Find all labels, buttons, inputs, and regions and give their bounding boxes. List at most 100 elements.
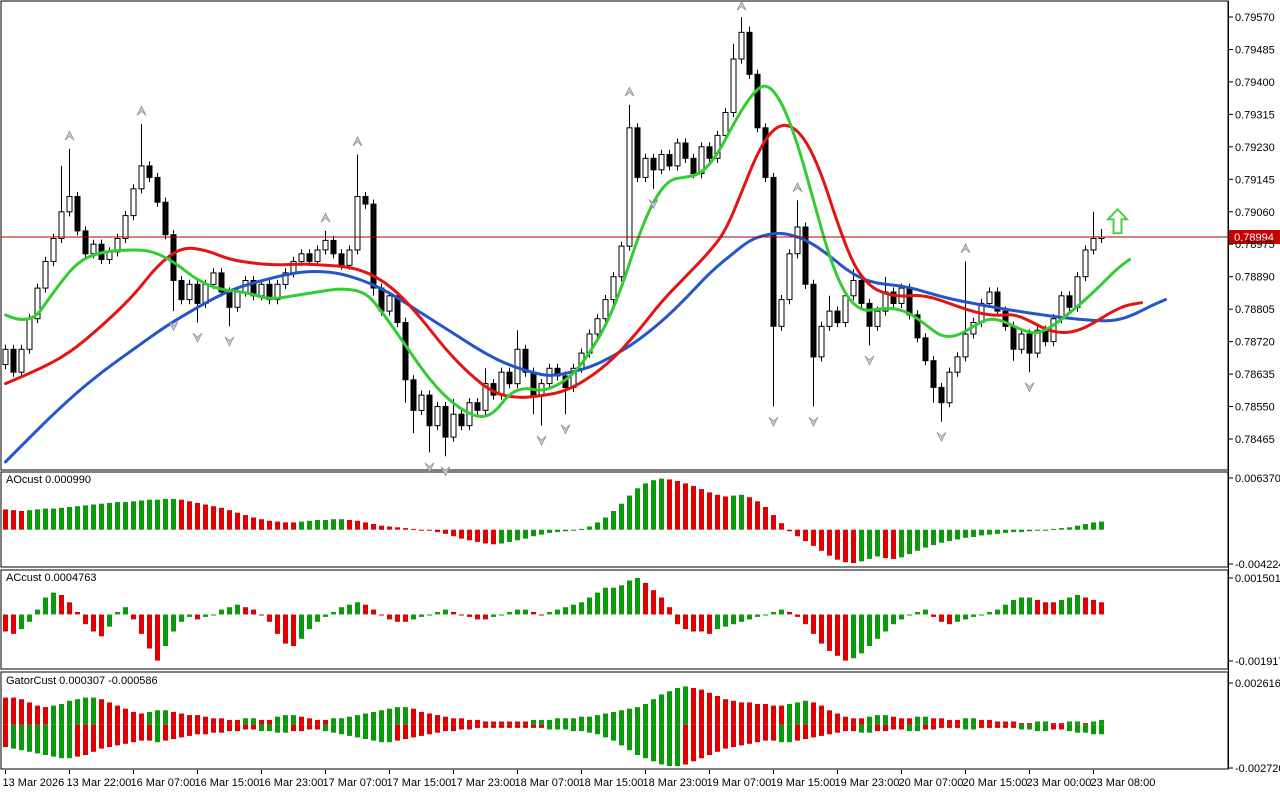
- histogram-bar: [371, 711, 376, 725]
- histogram-bar: [627, 495, 632, 530]
- histogram-bar: [99, 699, 104, 725]
- candle-bear: [810, 283, 817, 358]
- histogram-bar: [755, 614, 760, 617]
- histogram-bar: [1067, 721, 1072, 725]
- candle-bull: [610, 276, 617, 301]
- histogram-bar: [1051, 724, 1056, 730]
- indicator-label-ac: ACcust 0.0004763: [6, 572, 97, 584]
- histogram-bar: [107, 502, 112, 530]
- histogram-bar: [179, 499, 184, 530]
- histogram-bar: [659, 597, 664, 615]
- histogram-bar: [691, 724, 696, 762]
- histogram-bar: [235, 719, 240, 725]
- histogram-bar: [667, 724, 672, 767]
- histogram-bar: [27, 510, 32, 530]
- histogram-bar: [227, 510, 232, 530]
- histogram-bar: [155, 499, 160, 530]
- histogram-bar: [371, 524, 376, 530]
- histogram-bar: [923, 724, 928, 730]
- histogram-bar: [771, 515, 776, 530]
- candle-bull: [18, 348, 25, 373]
- histogram-bar: [651, 699, 656, 725]
- indicator-axis-label: -0.0019174: [1235, 656, 1280, 668]
- histogram-bar: [611, 587, 616, 615]
- histogram-bar: [267, 724, 272, 732]
- histogram-bar: [971, 529, 976, 537]
- indicator-label-gator: GatorCust 0.000307 -0.000586: [6, 675, 158, 687]
- histogram-bar: [275, 724, 280, 733]
- histogram-bar: [1091, 721, 1096, 725]
- candle-bull: [418, 394, 425, 411]
- histogram-bar: [707, 692, 712, 725]
- time-axis-label: 19 Mar 15:00: [771, 777, 836, 789]
- histogram-bar: [187, 724, 192, 736]
- candle-bear: [1026, 333, 1033, 354]
- candle-bull: [58, 211, 65, 240]
- candle-bear: [1066, 295, 1073, 308]
- histogram-bar: [963, 529, 968, 538]
- histogram-bar: [163, 724, 168, 741]
- histogram-bar: [339, 724, 344, 735]
- histogram-bar: [403, 528, 408, 530]
- histogram-bar: [931, 724, 936, 730]
- histogram-bar: [19, 699, 24, 725]
- histogram-bar: [587, 716, 592, 725]
- histogram-bar: [1003, 529, 1008, 533]
- histogram-bar: [291, 614, 296, 647]
- histogram-bar: [659, 478, 664, 530]
- histogram-bar: [1035, 599, 1040, 615]
- histogram-bar: [1027, 724, 1032, 730]
- candle-bull: [1082, 249, 1089, 278]
- histogram-bar: [451, 529, 456, 537]
- time-axis-label: 13 Mar 2026: [3, 777, 65, 789]
- histogram-bar: [1051, 602, 1056, 615]
- candle-bear: [218, 272, 225, 293]
- histogram-bar: [579, 528, 584, 530]
- histogram-bar: [371, 609, 376, 615]
- candle-bull: [1090, 238, 1097, 251]
- candle-bear: [474, 402, 481, 411]
- histogram-bar: [243, 515, 248, 530]
- histogram-bar: [747, 724, 752, 744]
- histogram-bar: [75, 612, 80, 615]
- histogram-bar: [699, 489, 704, 530]
- histogram-bar: [931, 614, 936, 617]
- histogram-bar: [611, 724, 616, 741]
- candle-bull: [210, 272, 217, 285]
- histogram-bar: [395, 707, 400, 725]
- histogram-bar: [763, 614, 768, 616]
- histogram-bar: [939, 614, 944, 622]
- histogram-bar: [787, 724, 792, 743]
- histogram-bar: [427, 614, 432, 616]
- histogram-bar: [747, 614, 752, 620]
- candle-bear: [370, 203, 377, 289]
- candle-bull: [234, 291, 241, 308]
- histogram-bar: [1099, 521, 1104, 530]
- histogram-bar: [635, 578, 640, 615]
- histogram-bar: [779, 705, 784, 725]
- histogram-bar: [955, 724, 960, 728]
- histogram-bar: [387, 724, 392, 743]
- histogram-bar: [779, 609, 784, 615]
- histogram-bar: [963, 614, 968, 620]
- histogram-bar: [555, 718, 560, 725]
- candle-bear: [74, 196, 81, 232]
- histogram-bar: [915, 529, 920, 551]
- fractal-down-icon: [808, 416, 819, 427]
- histogram-bar: [251, 609, 256, 615]
- histogram-bar: [267, 520, 272, 530]
- fractal-down-icon: [192, 332, 203, 343]
- histogram-bar: [627, 724, 632, 751]
- histogram-bar: [795, 724, 800, 741]
- histogram-bar: [579, 602, 584, 615]
- histogram-bar: [1011, 724, 1016, 728]
- candle-bull: [322, 239, 329, 251]
- candle-bear: [914, 314, 921, 339]
- histogram-bar: [147, 499, 152, 530]
- histogram-bar: [947, 724, 952, 728]
- histogram-bar: [1083, 597, 1088, 615]
- candle-bear: [1002, 310, 1009, 327]
- histogram-bar: [675, 724, 680, 767]
- candle-bull: [50, 238, 57, 262]
